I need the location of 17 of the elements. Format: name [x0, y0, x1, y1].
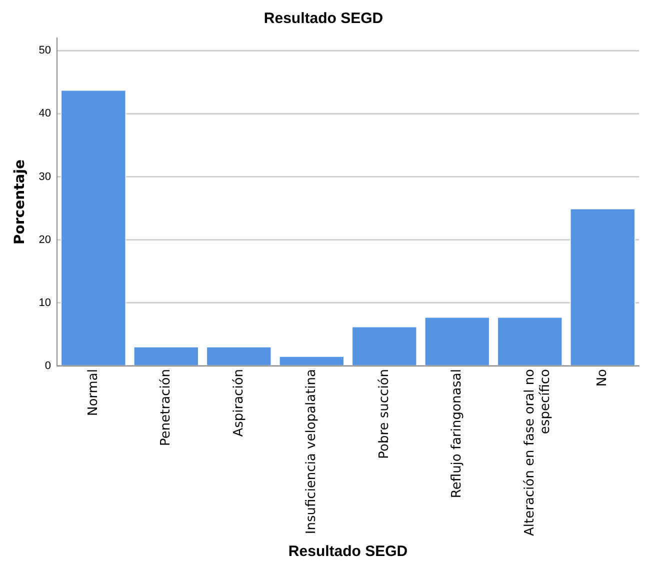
x-tick-label: No: [595, 368, 610, 387]
x-tick-label: Pobre succión: [376, 368, 392, 459]
y-tick-label: 0: [44, 360, 52, 372]
y-tick-label: 10: [38, 296, 52, 309]
x-tick-label: Reflujo faringonasal: [450, 368, 465, 498]
x-tick-label: Alteración en fase oral no específico: [522, 368, 553, 536]
y-tick-label: 50: [38, 44, 52, 57]
y-tick-label: 40: [38, 108, 52, 120]
y-axis-title: Porcentaje: [12, 160, 28, 244]
y-tick-label: 20: [38, 234, 52, 246]
x-tick-label: Penetración: [158, 368, 174, 446]
x-axis-title: Resultado SEGD: [288, 543, 408, 560]
x-tick-label: Insuficiencia velopalatina: [304, 368, 320, 534]
x-tick-label: Aspiración: [231, 368, 246, 437]
y-tick-label: 30: [38, 170, 52, 183]
x-tick-label: Normal: [86, 368, 101, 416]
chart-title: Resultado SEGD: [264, 10, 384, 28]
